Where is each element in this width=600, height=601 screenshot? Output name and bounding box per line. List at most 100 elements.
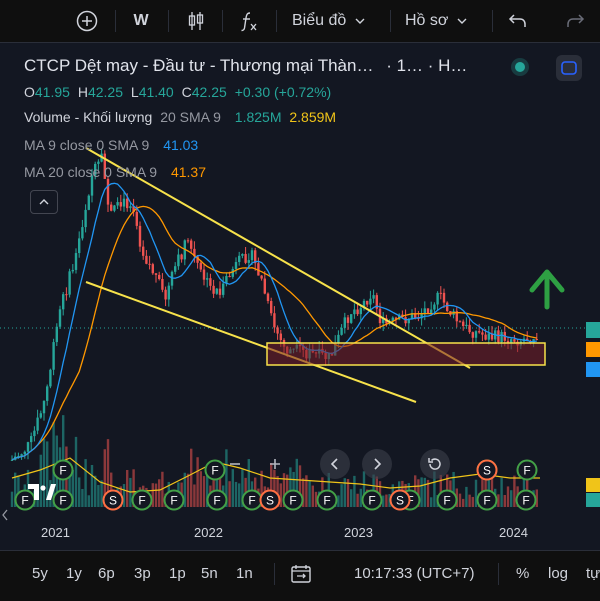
scroll-left-button[interactable]	[320, 449, 350, 479]
candle-body	[170, 271, 174, 286]
candle-body	[71, 269, 74, 272]
candle-body	[94, 163, 97, 176]
range-1y[interactable]: 1y	[66, 565, 82, 582]
volume-bar	[78, 477, 81, 507]
dividend-event-marker[interactable]: F	[476, 489, 498, 511]
split-event-marker[interactable]: S	[476, 459, 498, 481]
reset-icon	[428, 458, 441, 470]
interval-button[interactable]: W	[133, 12, 149, 29]
candle-type-button[interactable]	[183, 6, 209, 36]
dividend-event-marker[interactable]: F	[316, 489, 338, 511]
candle-body	[142, 246, 145, 256]
candle-body	[151, 264, 154, 274]
undo-icon	[508, 14, 526, 27]
toolbar-divider	[274, 563, 275, 585]
log-scale-toggle[interactable]: log	[548, 565, 569, 582]
volume-bar	[286, 474, 289, 507]
left-panel-toggle-icon[interactable]	[1, 508, 9, 522]
volume-bar	[356, 493, 359, 507]
toolbar-divider	[276, 10, 277, 32]
dividend-event-marker[interactable]: F	[361, 489, 383, 511]
event-marker-letter: S	[266, 494, 274, 508]
reset-chart-button[interactable]	[420, 449, 450, 479]
volume-bar	[279, 483, 282, 507]
candle-body	[39, 413, 42, 418]
range-1p[interactable]: 1p	[169, 565, 186, 582]
range-1n[interactable]: 1n	[236, 565, 253, 582]
symbol-title-suffix: · 1… · H…	[386, 56, 468, 75]
dividend-event-marker[interactable]: F	[241, 489, 263, 511]
dividend-event-marker[interactable]: F	[436, 489, 458, 511]
dividend-event-marker[interactable]: F	[516, 459, 538, 481]
auto-scale-toggle[interactable]: tự	[586, 565, 600, 582]
clock-timezone[interactable]: 10:17:33 (UTC+7)	[354, 565, 475, 582]
range-3p[interactable]: 3p	[134, 565, 151, 582]
volume-bar	[302, 478, 305, 507]
price-chart[interactable]: FFFFSFFFFFFFFFFFFFSSS	[0, 43, 600, 550]
volume-bar	[430, 497, 433, 507]
candle-body	[350, 314, 353, 323]
indicators-button[interactable]	[236, 6, 262, 36]
tradingview-logo[interactable]	[28, 484, 56, 500]
volume-bar	[238, 483, 241, 507]
dividend-event-marker[interactable]: F	[206, 489, 228, 511]
candle-body	[423, 308, 426, 315]
add-symbol-button[interactable]	[74, 6, 100, 36]
percent-scale-toggle[interactable]: %	[516, 565, 530, 582]
fullscreen-button[interactable]	[556, 55, 582, 81]
event-marker-letter: F	[523, 464, 530, 478]
ma9-value: 41.03	[163, 137, 199, 153]
volume-bar	[247, 459, 250, 507]
volume-bar	[452, 471, 455, 507]
redo-button[interactable]	[560, 6, 590, 36]
volume-bar	[433, 471, 436, 507]
volume-bar	[462, 498, 465, 507]
candle-body	[49, 369, 52, 387]
event-marker-letter: F	[213, 494, 220, 508]
chart-menu-button[interactable]: Biểu đồ	[292, 6, 372, 36]
event-marker-letter: F	[368, 494, 375, 508]
toolbar-divider	[222, 10, 223, 32]
bottom-toolbar: 5y 1y 6p 3p 1p 5n 1n 10:17:33 (UTC+7) % …	[0, 550, 600, 601]
profile-menu-button[interactable]: Hồ sơ	[405, 6, 480, 36]
dividend-event-marker[interactable]: F	[163, 489, 185, 511]
dividend-event-marker[interactable]: F	[14, 489, 36, 511]
volume-bar	[199, 471, 202, 507]
range-6p[interactable]: 6p	[98, 565, 115, 582]
profile-menu-label: Hồ sơ	[405, 12, 449, 29]
candle-body	[84, 209, 87, 228]
ma20-legend-row[interactable]: MA 20 close 0 SMA 9 41.37	[24, 164, 206, 180]
volume-legend-row[interactable]: Volume - Khối lượng 20 SMA 9 1.825M 2.85…	[24, 109, 336, 125]
ma9-legend-row[interactable]: MA 9 close 0 SMA 9 41.03	[24, 137, 198, 153]
candle-body	[238, 255, 241, 263]
collapse-legend-button[interactable]	[30, 190, 58, 214]
candle-body	[119, 202, 122, 207]
undo-button[interactable]	[505, 6, 531, 36]
zoom-in-button[interactable]	[262, 451, 288, 477]
candle-body	[535, 339, 538, 341]
candle-body	[145, 255, 148, 264]
volume-value: 1.825M	[234, 109, 282, 125]
scroll-right-button[interactable]	[362, 449, 392, 479]
date-range-button[interactable]	[290, 563, 312, 585]
candle-body	[398, 314, 401, 320]
candle-body	[478, 331, 481, 333]
range-5n[interactable]: 5n	[201, 565, 218, 582]
dividend-event-marker[interactable]: F	[204, 459, 226, 481]
split-event-marker[interactable]: S	[102, 489, 124, 511]
chevron-up-icon	[39, 199, 49, 205]
range-5y[interactable]: 5y	[32, 565, 48, 582]
dividend-event-marker[interactable]: F	[52, 489, 74, 511]
dividend-event-marker[interactable]: F	[131, 489, 153, 511]
split-event-marker[interactable]: S	[389, 489, 411, 511]
change-value: +0.30 (+0.72%)	[234, 84, 332, 100]
zoom-out-button[interactable]	[222, 451, 248, 477]
volume-bar	[132, 469, 135, 507]
symbol-title[interactable]: CTCP Dệt may - Đầu tư - Thương mại Thàn…	[24, 56, 374, 75]
dividend-event-marker[interactable]: F	[52, 459, 74, 481]
candle-body	[193, 248, 196, 257]
chart-pane[interactable]: FFFFSFFFFFFFFFFFFFSSS CTCP Dệt may - Đầu…	[0, 43, 600, 550]
split-event-marker[interactable]: S	[259, 489, 281, 511]
dividend-event-marker[interactable]: F	[515, 489, 537, 511]
dividend-event-marker[interactable]: F	[282, 489, 304, 511]
